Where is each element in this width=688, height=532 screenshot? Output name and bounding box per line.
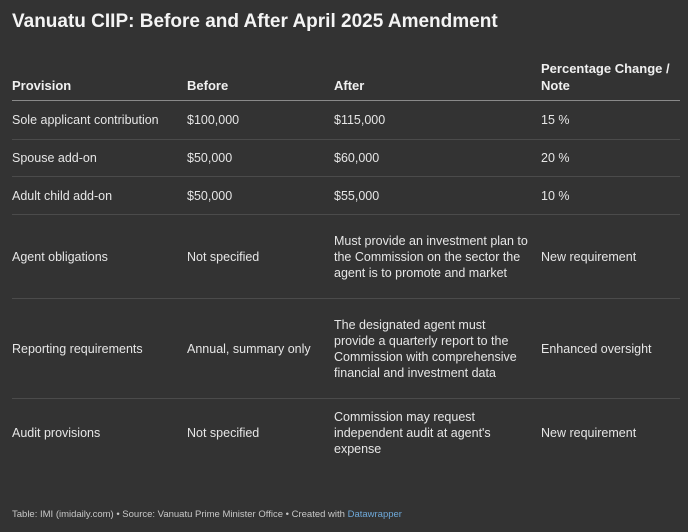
before-cell: $50,000	[187, 176, 334, 215]
provision-cell: Audit provisions	[12, 426, 101, 440]
table-row: Adult child add-on $50,000 $55,000 10 %	[12, 176, 680, 215]
note-cell: New requirement	[541, 214, 680, 299]
note-cell: New requirement	[541, 426, 637, 440]
note-cell: 10 %	[541, 176, 680, 215]
table-row: Sole applicant contribution $100,000 $11…	[12, 100, 680, 140]
before-cell: Not specified	[187, 214, 334, 299]
column-header-after: After	[334, 60, 541, 101]
table-title: Vanuatu CIIP: Before and After April 202…	[12, 11, 498, 32]
before-cell: $50,000	[187, 139, 334, 177]
before-cell: Annual, summary only	[187, 298, 334, 399]
table-row: Spouse add-on $50,000 $60,000 20 %	[12, 139, 680, 177]
footer-credits: Table: IMI (imidaily.com) • Source: Vanu…	[12, 509, 402, 520]
after-cell: The designated agent must provide a quar…	[334, 298, 541, 399]
after-cell: $115,000	[334, 100, 541, 140]
column-header-note: Percentage Change / Note	[541, 60, 680, 101]
table-row: Audit provisions Not specified Commissio…	[12, 399, 680, 468]
provision-cell: Sole applicant contribution	[12, 100, 187, 140]
before-cell: $100,000	[187, 100, 334, 140]
after-cell: Commission may request independent audit…	[334, 410, 491, 456]
after-cell: $55,000	[334, 176, 541, 215]
column-header-provision: Provision	[12, 60, 187, 101]
table-row: Reporting requirements Annual, summary o…	[12, 298, 680, 399]
data-table: Provision Before After Percentage Change…	[12, 60, 680, 467]
before-cell: Not specified	[187, 426, 260, 440]
table-row: Agent obligations Not specified Must pro…	[12, 214, 680, 299]
footer-source-text: Table: IMI (imidaily.com) • Source: Vanu…	[12, 509, 348, 520]
after-cell: Must provide an investment plan to the C…	[334, 214, 541, 299]
column-header-before: Before	[187, 60, 334, 101]
datawrapper-link[interactable]: Datawrapper	[347, 509, 402, 520]
header-row: Provision Before After Percentage Change…	[12, 60, 680, 101]
note-cell: 20 %	[541, 139, 680, 177]
provision-cell: Adult child add-on	[12, 176, 187, 215]
provision-cell: Spouse add-on	[12, 139, 187, 177]
after-cell: $60,000	[334, 139, 541, 177]
note-cell: Enhanced oversight	[541, 298, 680, 399]
note-cell: 15 %	[541, 100, 680, 140]
provision-cell: Agent obligations	[12, 214, 187, 299]
provision-cell: Reporting requirements	[12, 298, 187, 399]
table-container: Vanuatu CIIP: Before and After April 202…	[12, 10, 680, 467]
